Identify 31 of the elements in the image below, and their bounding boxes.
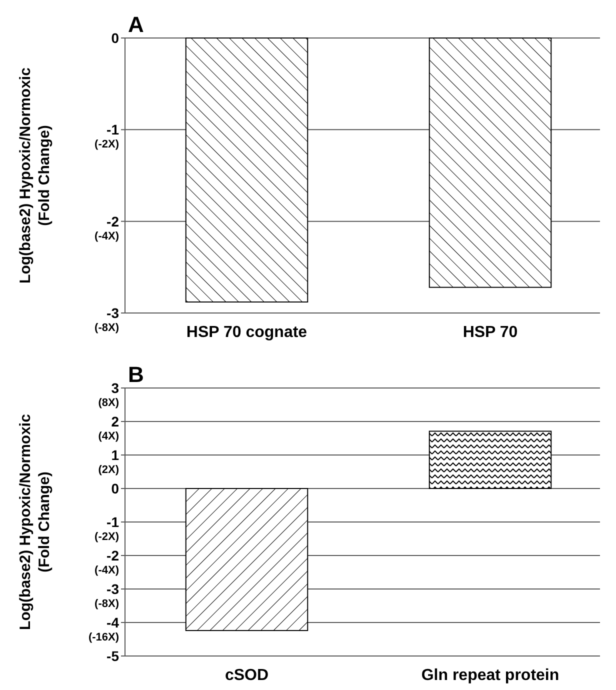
y-tick-label: -2 [106, 548, 120, 564]
y-axis-title: Log(base2) Hypoxic/Normoxic (Fold Change) [17, 414, 53, 630]
y-axis-title: Log(base2) Hypoxic/Normoxic (Fold Change) [17, 68, 53, 284]
x-tick-label: cSOD [224, 667, 269, 684]
text: (8X) [98, 397, 120, 409]
y-tick-label: -2 [106, 213, 120, 230]
text: (2X) [98, 464, 120, 476]
y-tick-label: -4 [106, 614, 120, 630]
text: (-2X) [94, 531, 120, 543]
y-tick-label: -1 [106, 122, 120, 138]
y-tick-label: -1 [106, 514, 120, 530]
text: (4X) [98, 430, 120, 442]
y-tick-label: -5 [106, 648, 120, 664]
x-tick-label: Gln repeat protein [421, 667, 560, 684]
chart-title: A [128, 12, 144, 37]
text: (-4X) [94, 230, 120, 242]
y-tick-label: -3 [106, 581, 120, 597]
text: (-4X) [94, 564, 120, 576]
y-tick-label: 3 [111, 380, 120, 396]
text: (-2X) [94, 138, 120, 151]
x-tick-label: HSP 70 [462, 324, 518, 341]
y-tick-label: 1 [111, 447, 120, 463]
y-tick-label: -3 [106, 305, 120, 321]
y-tick-label: 0 [111, 30, 120, 46]
text: (-8X) [94, 598, 120, 610]
x-tick-label: HSP 70 cognate [186, 324, 308, 341]
y-tick-label: 2 [111, 414, 120, 430]
text: (-8X) [94, 322, 120, 334]
y-tick-label: 0 [111, 480, 120, 496]
chart-title: B [128, 362, 144, 387]
text: (-16X) [88, 632, 120, 644]
